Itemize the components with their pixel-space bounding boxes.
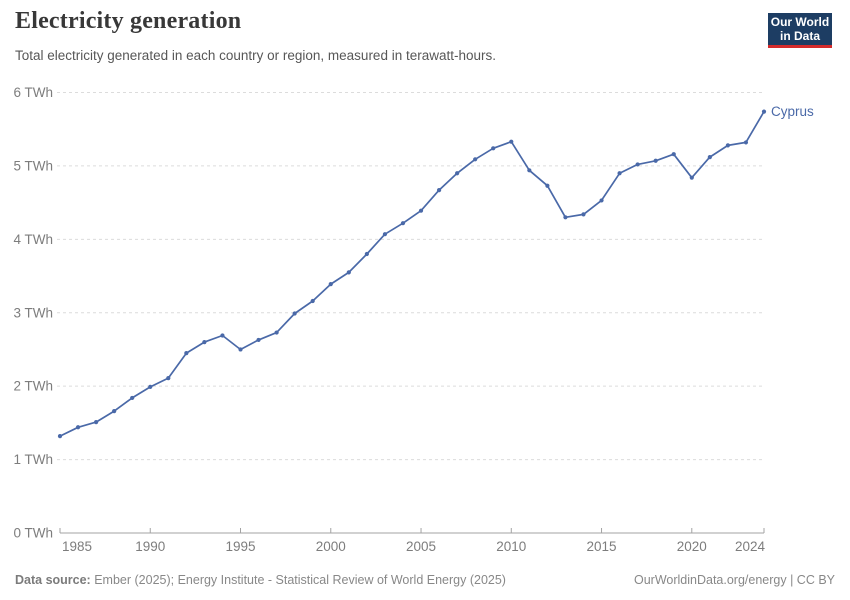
y-tick-label: 4 TWh — [13, 232, 53, 247]
data-point[interactable] — [635, 162, 640, 167]
data-line-cyprus — [59, 110, 765, 437]
y-tick-label: 2 TWh — [13, 379, 53, 394]
x-tick-label: 2010 — [496, 539, 526, 554]
x-tick-label: 2020 — [677, 539, 707, 554]
data-point[interactable] — [148, 384, 153, 390]
y-tick-label: 1 TWh — [13, 452, 53, 467]
y-tick-label: 6 TWh — [13, 85, 53, 100]
data-point[interactable] — [382, 232, 388, 237]
data-point[interactable] — [599, 198, 604, 203]
y-tick-label: 3 TWh — [13, 305, 53, 320]
data-point[interactable] — [292, 311, 297, 316]
data-point[interactable] — [400, 221, 406, 226]
data-point[interactable] — [274, 330, 279, 335]
data-point[interactable] — [130, 395, 135, 401]
data-point[interactable] — [617, 171, 622, 176]
data-point[interactable] — [743, 140, 749, 145]
data-point[interactable] — [112, 409, 117, 414]
data-source-note: Data source: Ember (2025); Energy Instit… — [15, 573, 506, 587]
owid-logo-line2: in Data — [779, 29, 820, 43]
data-point[interactable] — [707, 155, 712, 160]
data-point[interactable] — [563, 215, 568, 220]
data-point[interactable] — [581, 212, 586, 217]
data-source-label: Data source: — [15, 573, 91, 587]
x-tick-label: 2024 — [735, 539, 766, 554]
data-point[interactable] — [220, 333, 225, 338]
data-point[interactable] — [455, 171, 460, 176]
data-point[interactable] — [509, 139, 514, 144]
data-point[interactable] — [473, 157, 478, 162]
y-tick-label: 5 TWh — [13, 158, 53, 173]
series-label-cyprus: Cyprus — [771, 104, 814, 119]
x-tick-label: 1990 — [135, 539, 165, 554]
data-point[interactable] — [491, 146, 496, 151]
data-point[interactable] — [202, 340, 207, 345]
data-point[interactable] — [689, 175, 694, 180]
data-source-text: Ember (2025); Energy Institute - Statist… — [90, 573, 506, 587]
data-point[interactable] — [310, 298, 315, 304]
chart-footer: Data source: Ember (2025); Energy Instit… — [15, 573, 835, 587]
data-point[interactable] — [418, 208, 424, 213]
y-tick-label: 0 TWh — [13, 526, 53, 541]
data-point[interactable] — [653, 158, 658, 163]
owid-logo[interactable]: Our World in Data — [768, 13, 832, 48]
owid-logo-line1: Our World — [770, 14, 830, 29]
data-point[interactable] — [57, 433, 63, 439]
x-tick-label: 2015 — [587, 539, 617, 554]
data-point[interactable] — [166, 375, 171, 381]
data-point[interactable] — [184, 351, 189, 356]
owid-footer-link[interactable]: OurWorldinData.org/energy | CC BY — [633, 573, 835, 587]
x-tick-label: 1995 — [225, 539, 255, 554]
chart-subtitle: Total electricity generated in each coun… — [15, 48, 496, 63]
data-point[interactable] — [671, 152, 676, 157]
data-point[interactable] — [364, 251, 369, 257]
data-point[interactable] — [436, 188, 442, 193]
x-tick-label: 1985 — [62, 539, 92, 554]
x-tick-label: 2000 — [316, 539, 346, 554]
data-point[interactable] — [527, 168, 532, 173]
x-tick-label: 2005 — [406, 539, 436, 554]
data-point[interactable] — [256, 337, 261, 343]
data-point[interactable] — [238, 347, 243, 352]
data-point[interactable] — [761, 109, 767, 114]
data-point[interactable] — [725, 143, 730, 148]
data-point[interactable] — [328, 282, 333, 287]
page-title: Electricity generation — [15, 8, 242, 34]
data-point[interactable] — [94, 420, 99, 425]
data-point[interactable] — [545, 183, 550, 188]
data-point[interactable] — [75, 425, 81, 430]
data-point[interactable] — [346, 270, 351, 275]
